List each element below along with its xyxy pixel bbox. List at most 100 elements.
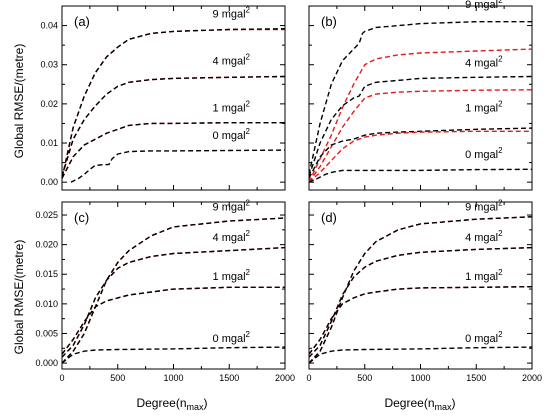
- annotation-superscript: 2: [498, 330, 503, 339]
- series-line: [308, 21, 532, 175]
- annotation-base: 9 mgal: [213, 9, 246, 21]
- series-line: [61, 122, 285, 179]
- series-line: [308, 89, 533, 183]
- annotation-base: 9 mgal: [465, 0, 498, 11]
- curve-annotation: 9 mgal2: [465, 0, 503, 11]
- series-line: [308, 168, 533, 183]
- x-axis-label-close: ): [452, 396, 456, 410]
- annotation-superscript: 2: [246, 330, 251, 339]
- x-axis-label-right: Degree(nmax): [384, 396, 455, 412]
- panel-label: (b): [321, 14, 337, 29]
- annotation-superscript: 2: [246, 100, 251, 109]
- curve-annotation: 0 mgal2: [213, 330, 251, 345]
- y-axis-label-top: Global RMSE/(metre): [12, 44, 26, 159]
- series-line: [61, 286, 285, 355]
- x-axis-label-main: Degree(n: [384, 396, 434, 410]
- annotation-base: 4 mgal: [213, 232, 246, 244]
- annotation-base: 0 mgal: [213, 333, 246, 345]
- annotation-superscript: 2: [246, 6, 251, 15]
- curve-annotation: 0 mgal2: [465, 146, 503, 161]
- y-tick-label: 0.020: [35, 240, 58, 250]
- annotation-base: 1 mgal: [465, 103, 498, 115]
- y-tick-label: 0.04: [40, 21, 58, 31]
- annotation-base: 1 mgal: [213, 103, 246, 115]
- y-tick-label: 0.010: [35, 299, 58, 309]
- series-line: [308, 286, 533, 355]
- x-axis-label-sub: max: [187, 402, 205, 412]
- x-tick-label: 2000: [275, 373, 295, 383]
- series-line: [308, 216, 533, 364]
- series-line: [61, 28, 286, 179]
- annotation-base: 4 mgal: [465, 232, 498, 244]
- panel-c: 0 500 1000 1500 2000 0.000 0.005 0.010 0.015 0.02…: [35, 198, 295, 383]
- curve-annotation: 9 mgal2: [213, 198, 251, 213]
- annotation-superscript: 2: [498, 146, 503, 155]
- series-line: [61, 346, 286, 364]
- series-line: [61, 217, 286, 364]
- x-axis-label-left: Degree(nmax): [136, 396, 207, 412]
- x-tick-label: 500: [110, 373, 125, 383]
- panel-label: (d): [321, 210, 337, 225]
- x-tick-label: 2000: [522, 373, 542, 383]
- x-tick-label: 1000: [410, 373, 430, 383]
- y-tick-label: 0.00: [40, 177, 58, 187]
- annotation-base: 0 mgal: [465, 333, 498, 345]
- annotation-superscript: 2: [498, 0, 503, 5]
- y-tick-label: 0.02: [40, 99, 58, 109]
- y-axis-label-bottom: Global RMSE/(metre): [12, 240, 26, 355]
- annotation-superscript: 2: [246, 198, 251, 207]
- x-tick-label: 500: [357, 373, 372, 383]
- panel-label: (a): [74, 14, 90, 29]
- annotation-superscript: 2: [498, 100, 503, 109]
- curve-annotation: 1 mgal2: [213, 268, 251, 283]
- series-line: [308, 346, 533, 364]
- curve-annotation: 4 mgal2: [213, 53, 251, 68]
- annotation-superscript: 2: [498, 268, 503, 277]
- annotation-base: 4 mgal: [213, 56, 246, 68]
- annotation-superscript: 2: [246, 127, 251, 136]
- annotation-superscript: 2: [246, 268, 251, 277]
- curve-annotation: 1 mgal2: [465, 268, 503, 283]
- curve-annotation: 1 mgal2: [213, 100, 251, 115]
- y-tick-label: 0.005: [35, 328, 58, 338]
- x-tick-label: 1000: [163, 373, 183, 383]
- y-tick-label: 0.01: [40, 138, 58, 148]
- curve-annotation: 0 mgal2: [213, 127, 251, 142]
- x-tick-label: 0: [59, 373, 64, 383]
- series-line: [308, 127, 533, 179]
- series-line: [308, 75, 533, 177]
- curve-annotation: 0 mgal2: [465, 330, 503, 345]
- annotation-base: 0 mgal: [213, 130, 246, 142]
- annotation-superscript: 2: [246, 229, 251, 238]
- annotation-superscript: 2: [246, 53, 251, 62]
- curve-annotation: 4 mgal2: [213, 229, 251, 244]
- annotation-superscript: 2: [498, 229, 503, 238]
- series-line: [61, 75, 286, 177]
- curve-annotation: 4 mgal2: [465, 229, 503, 244]
- series-line: [61, 246, 286, 358]
- x-axis-label-sub: max: [435, 402, 453, 412]
- x-tick-label: 1500: [219, 373, 239, 383]
- annotation-base: 1 mgal: [213, 271, 246, 283]
- curve-annotation: 1 mgal2: [465, 100, 503, 115]
- x-axis-label-main: Degree(n: [136, 396, 186, 410]
- x-axis-label-close: ): [204, 396, 208, 410]
- y-tick-label: 0.03: [40, 60, 58, 70]
- y-tick-label: 0.025: [35, 210, 58, 220]
- curve-annotation: 4 mgal2: [465, 55, 503, 70]
- curve-annotation: 9 mgal2: [213, 6, 251, 21]
- annotation-base: 9 mgal: [465, 201, 498, 213]
- x-tick-label: 0: [306, 373, 311, 383]
- panel-label: (c): [74, 210, 89, 225]
- annotation-base: 0 mgal: [465, 149, 498, 161]
- annotation-base: 1 mgal: [465, 271, 498, 283]
- y-tick-label: 0.015: [35, 269, 58, 279]
- series-line: [308, 246, 533, 358]
- series-line: [308, 130, 532, 183]
- annotation-base: 4 mgal: [465, 58, 498, 70]
